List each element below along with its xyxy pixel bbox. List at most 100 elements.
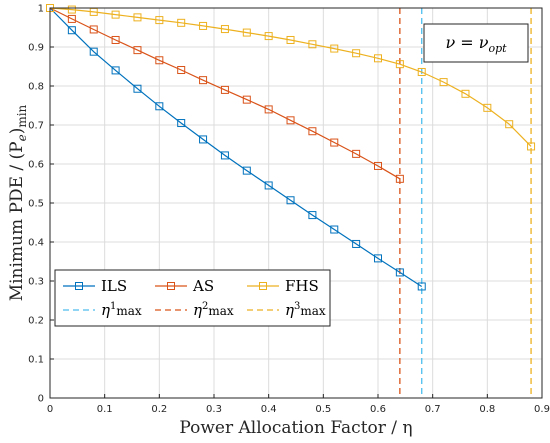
grid [49, 7, 543, 399]
data-series [46, 4, 536, 291]
legend-swatch-marker [167, 282, 175, 290]
y-tick-label: 0.8 [28, 82, 44, 93]
series-marker [264, 32, 273, 41]
series-line [49, 7, 532, 147]
series-marker [133, 13, 142, 22]
series-marker [111, 66, 120, 75]
y-tick-label: 0.7 [28, 121, 44, 132]
series-marker [264, 181, 273, 190]
annotation-text: ν = νopt [445, 33, 507, 55]
series-line [49, 7, 401, 180]
series-marker [330, 138, 339, 147]
series-marker [177, 119, 186, 128]
series-line [49, 7, 423, 288]
series-marker [527, 142, 536, 151]
x-tick-label: 0.7 [425, 404, 441, 415]
series-marker [242, 166, 251, 175]
series-marker [352, 49, 361, 58]
series-marker [111, 35, 120, 44]
x-tick-label: 0.6 [370, 404, 386, 415]
series-marker [330, 225, 339, 234]
x-tick-label: 0.1 [97, 404, 113, 415]
series-marker [439, 78, 448, 87]
series-marker [89, 25, 98, 34]
x-axis-title: Power Allocation Factor / η [179, 418, 412, 438]
annotation-frame [423, 23, 529, 63]
series-marker [395, 174, 404, 183]
y-tick-label: 0 [38, 394, 44, 405]
series-ils [46, 4, 426, 291]
vertical-reference-lines [399, 8, 532, 398]
y-tick-label: 0.4 [28, 238, 44, 249]
series-marker [264, 105, 273, 114]
series-marker [111, 10, 120, 19]
series-marker [417, 67, 426, 76]
x-tick-label: 0.5 [315, 404, 331, 415]
legend-label: AS [192, 277, 214, 295]
legend-label: η3max [285, 301, 326, 319]
series-marker [199, 135, 208, 144]
series-fhs [46, 4, 536, 151]
legend-label: η2max [193, 301, 234, 319]
series-marker [330, 44, 339, 53]
series-marker [177, 66, 186, 75]
y-tick-label: 0.2 [28, 316, 44, 327]
series-marker [133, 46, 142, 55]
legend-label: η1max [101, 301, 142, 319]
x-tick-label: 0 [47, 404, 53, 415]
y-tick-label: 0.1 [28, 355, 44, 366]
series-marker [199, 76, 208, 85]
series-marker [461, 89, 470, 98]
series-marker [220, 151, 229, 160]
x-tick-label: 0.9 [534, 404, 550, 415]
series-marker [155, 102, 164, 111]
legend-label: ILS [101, 277, 127, 295]
series-marker [67, 14, 76, 23]
series-marker [308, 211, 317, 220]
series-marker [155, 16, 164, 25]
series-marker [505, 120, 514, 129]
annotation-box: ν = νopt [423, 23, 529, 63]
series-marker [220, 85, 229, 94]
legend-frame [54, 269, 331, 327]
y-tick-label: 0.9 [28, 43, 44, 54]
series-marker [67, 5, 76, 14]
axis-ticks: 0 0.1 0.2 0.3 0.4 0.5 0.6 0.7 0.8 0.9 0 0.1 0.2 0.3 0.… [28, 4, 550, 416]
series-marker [395, 60, 404, 69]
series-marker [286, 196, 295, 205]
series-marker [155, 56, 164, 65]
series-marker [352, 149, 361, 158]
y-tick-label: 0.6 [28, 160, 44, 171]
series-marker [483, 103, 492, 112]
series-marker [67, 26, 76, 35]
x-tick-label: 0.8 [479, 404, 495, 415]
series-marker [374, 254, 382, 263]
series-marker [242, 28, 251, 37]
series-marker [89, 47, 98, 56]
legend-swatch-marker [259, 282, 267, 290]
series-marker [199, 21, 208, 30]
series-marker [242, 95, 251, 104]
legend: ILS AS FHS η1max η2max η3max [54, 269, 331, 327]
x-tick-label: 0.3 [206, 404, 222, 415]
series-marker [374, 161, 382, 170]
y-tick-label: 0.5 [28, 199, 44, 210]
series-marker [308, 127, 317, 136]
legend-swatch-marker [75, 282, 83, 290]
series-marker [133, 84, 142, 93]
y-tick-label: 1 [38, 4, 44, 15]
series-marker [308, 40, 317, 49]
series-marker [177, 18, 186, 27]
y-axis-title: Minimum PDE / (Pe)min [7, 104, 29, 301]
series-marker [220, 25, 229, 34]
y-tick-label: 0.3 [28, 277, 44, 288]
legend-label: FHS [285, 277, 319, 295]
x-tick-label: 0.2 [151, 404, 167, 415]
series-marker [286, 35, 295, 44]
series-marker [374, 54, 382, 63]
series-marker [417, 282, 426, 291]
series-marker [352, 239, 361, 248]
series-marker [395, 268, 404, 277]
series-marker [286, 116, 295, 125]
